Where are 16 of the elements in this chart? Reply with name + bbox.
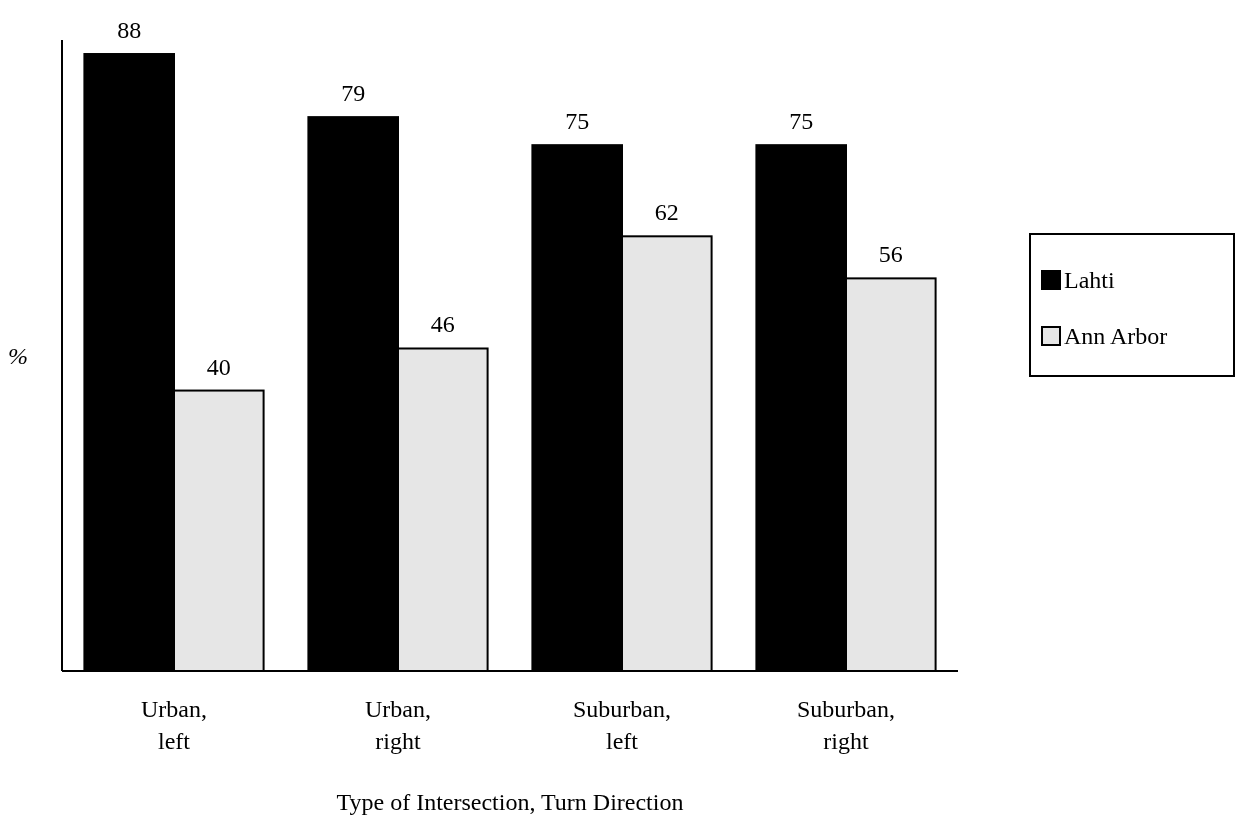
legend-label: Ann Arbor — [1064, 323, 1168, 349]
x-tick-label: Urban, right — [365, 696, 431, 754]
data-label: 75 — [565, 108, 590, 135]
legend-label: Lahti — [1064, 267, 1115, 293]
x-tick-label: Suburban, right — [797, 696, 895, 754]
data-label: 40 — [206, 353, 231, 380]
x-tick-label: Suburban, left — [573, 696, 671, 754]
data-label: 56 — [878, 241, 903, 268]
data-label: 62 — [654, 199, 679, 226]
data-label: 75 — [789, 108, 814, 135]
y-axis-title: % — [8, 343, 28, 369]
x-tick-label: Urban, left — [141, 696, 207, 754]
data-label: 88 — [117, 17, 142, 44]
data-label: 79 — [341, 80, 366, 107]
data-label: 46 — [430, 311, 455, 338]
x-axis-title: Type of Intersection, Turn Direction — [336, 789, 684, 815]
